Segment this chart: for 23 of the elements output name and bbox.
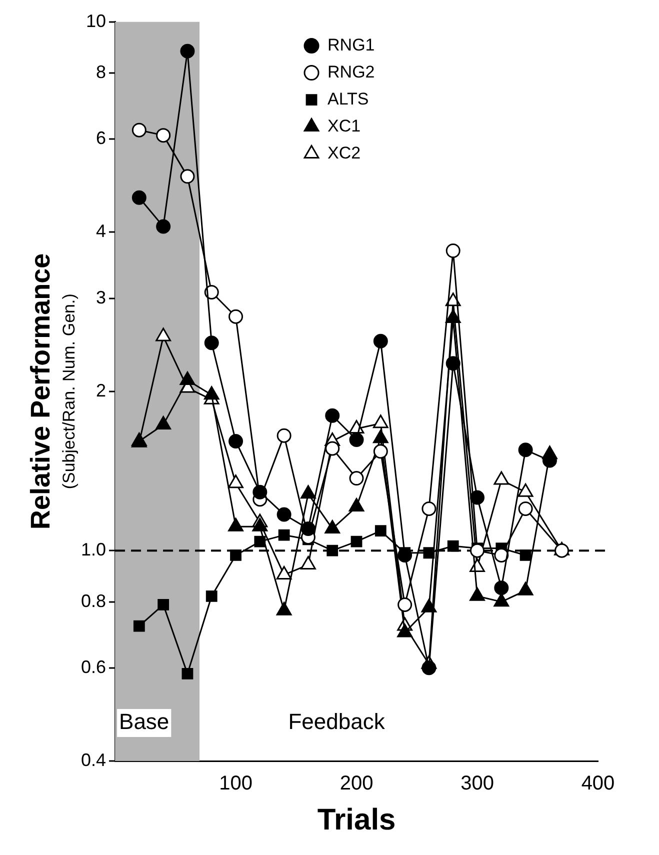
y-tick-label: 10 <box>86 10 106 31</box>
y-tick-label: 0.8 <box>80 590 106 611</box>
y-tick-label: 8 <box>96 62 106 82</box>
y-tick-label: 6 <box>96 128 106 148</box>
x-tick-label: 400 <box>581 772 615 795</box>
band-label: Base <box>119 709 170 734</box>
x-tick-label: 200 <box>340 772 374 795</box>
legend-label: RNG1 <box>328 35 375 54</box>
x-tick-label: 300 <box>460 772 494 795</box>
y-tick-label: 4 <box>96 221 106 242</box>
y-tick-label: 0.6 <box>80 656 106 677</box>
y-tick-label: 3 <box>96 287 106 308</box>
y-tick-label: 1.0 <box>80 540 106 560</box>
x-tick-label: 100 <box>219 772 252 795</box>
y-tick-label: 2 <box>96 380 106 400</box>
annotation: Feedback <box>288 709 386 734</box>
legend-label: ALTS <box>328 89 369 108</box>
x-axis-title: Trials <box>317 803 396 836</box>
legend-label: XC1 <box>328 116 361 136</box>
legend-label: XC2 <box>328 143 361 162</box>
legend-label: RNG2 <box>328 62 375 82</box>
y-tick-label: 0.4 <box>80 750 106 770</box>
y-axis-title: Relative Performance (Subject/Ran. Num. Gen.) <box>25 253 79 530</box>
